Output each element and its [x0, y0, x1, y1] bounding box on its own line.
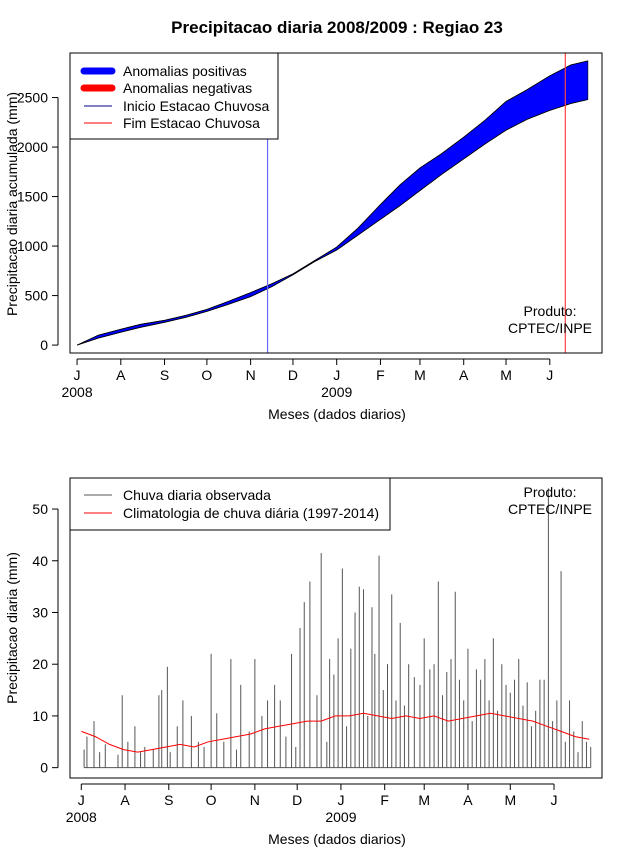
year-label: 2009 — [325, 809, 356, 825]
x-axis-label: Meses (dados diarios) — [268, 406, 406, 422]
y-tick-label: 30 — [32, 604, 48, 620]
plot-frame — [69, 52, 603, 354]
y-tick-label: 50 — [32, 501, 48, 517]
legend-label: Anomalias negativas — [123, 80, 252, 96]
y-tick-label: 10 — [32, 708, 48, 724]
legend-label: Climatologia de chuva diária (1997-2014) — [123, 505, 379, 521]
legend-label: Anomalias positivas — [123, 63, 247, 79]
annotation-line: CPTEC/INPE — [508, 320, 592, 336]
x-tick-label: J — [551, 792, 558, 808]
y-tick-label: 40 — [32, 553, 48, 569]
annotation: Produto: CPTEC/INPE — [508, 303, 592, 336]
y-axis: 0 500 1000 1500 2000 2500 — [17, 90, 59, 353]
x-tick-label: M — [414, 367, 426, 383]
annotation-line: Produto: — [524, 484, 577, 500]
x-tick-label: N — [250, 792, 260, 808]
x-tick-label: J — [337, 792, 344, 808]
y-tick-label: 20 — [32, 656, 48, 672]
x-tick-label: J — [333, 367, 340, 383]
x-tick-label: M — [504, 792, 516, 808]
x-tick-label: O — [206, 792, 217, 808]
y-tick-label: 1500 — [17, 189, 48, 205]
year-label: 2009 — [321, 384, 352, 400]
y-axis-label: Precipitacao diaria acumulada (mm) — [4, 92, 20, 316]
legend-label: Chuva diaria observada — [123, 487, 271, 503]
y-axis: 0 10 20 30 40 50 — [32, 501, 59, 776]
x-tick-label: J — [78, 792, 85, 808]
x-tick-label: A — [120, 792, 130, 808]
annotation-line: Produto: — [524, 303, 577, 319]
annotation: Produto: CPTEC/INPE — [508, 484, 592, 517]
y-tick-label: 2500 — [17, 90, 48, 106]
chart-title: Precipitacao diaria 2008/2009 : Regiao 2… — [171, 18, 503, 37]
y-tick-label: 0 — [40, 337, 48, 353]
legend-box — [69, 477, 391, 531]
x-axis-label: Meses (dados diarios) — [268, 831, 406, 847]
x-tick-label: J — [546, 367, 553, 383]
x-tick-label: M — [418, 792, 430, 808]
legend: Chuva diaria observada Climatologia de c… — [69, 477, 391, 531]
x-tick-label: S — [160, 367, 169, 383]
x-tick-label: F — [376, 367, 385, 383]
year-label: 2008 — [66, 809, 97, 825]
legend-label: Fim Estacao Chuvosa — [123, 115, 260, 131]
x-tick-label: F — [380, 792, 389, 808]
year-label: 2008 — [61, 384, 92, 400]
y-tick-label: 1000 — [17, 238, 48, 254]
x-tick-label: A — [463, 792, 473, 808]
legend-box — [69, 52, 279, 140]
x-tick-label: A — [459, 367, 469, 383]
x-tick-label: J — [74, 367, 81, 383]
annotation-line: CPTEC/INPE — [508, 501, 592, 517]
observed-cumulative-line — [76, 60, 588, 346]
legend-label: Inicio Estacao Chuvosa — [123, 98, 270, 114]
y-tick-label: 500 — [25, 288, 49, 304]
x-tick-label: O — [201, 367, 212, 383]
climatology-line — [81, 712, 590, 753]
climatology-cumulative-line — [76, 99, 588, 346]
x-tick-label: N — [246, 367, 256, 383]
x-tick-label: D — [288, 367, 298, 383]
x-tick-label: S — [164, 792, 173, 808]
y-tick-label: 0 — [40, 760, 48, 776]
x-tick-label: D — [292, 792, 302, 808]
x-tick-label: A — [116, 367, 126, 383]
y-tick-label: 2000 — [17, 139, 48, 155]
x-tick-label: M — [500, 367, 512, 383]
y-axis-label: Precipitacao diaria (mm) — [4, 552, 20, 704]
legend: Anomalias positivas Anomalias negativas … — [69, 52, 279, 140]
